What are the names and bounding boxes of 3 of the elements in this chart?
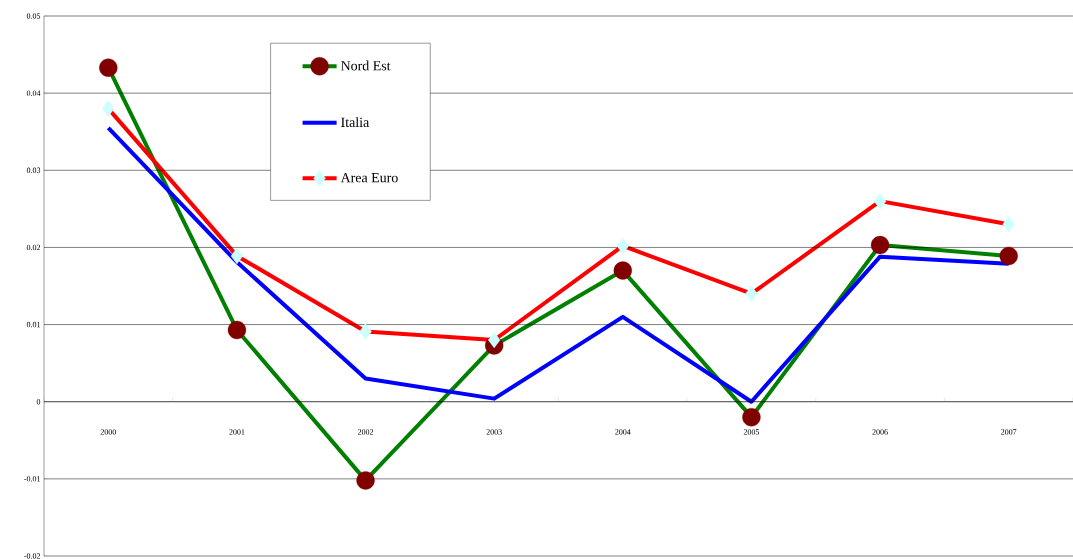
legend-label: Nord Est xyxy=(340,60,391,71)
legend-label: Italia xyxy=(341,117,370,128)
legend-label: Area Euro xyxy=(340,173,398,183)
